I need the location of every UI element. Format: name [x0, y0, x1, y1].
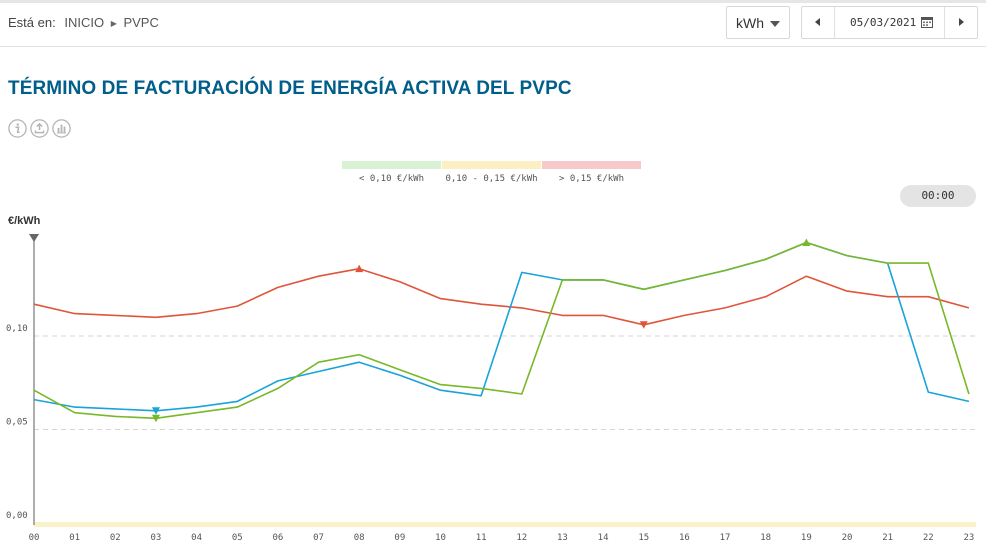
x-tick-label: 17	[720, 533, 731, 543]
breadcrumb: Está en: INICIO ▶ PVPC	[8, 15, 159, 30]
breadcrumb-prefix: Está en:	[8, 15, 56, 30]
date-input[interactable]: 05/03/2021	[850, 16, 917, 29]
y-tick-label: 0,05	[6, 418, 28, 428]
info-icon[interactable]	[8, 119, 27, 138]
y-axis-label: €/kWh	[8, 215, 41, 227]
x-tick-label: 14	[598, 533, 609, 543]
x-tick-label: 23	[964, 533, 975, 543]
max-marker-icon	[802, 238, 811, 246]
time-selector[interactable]: 00:00	[900, 185, 976, 207]
x-tick-label: 11	[476, 533, 487, 543]
min-marker-icon	[151, 407, 160, 415]
unit-select-value: kWh	[736, 15, 764, 31]
x-tick-label: 07	[313, 533, 324, 543]
chevron-right-icon	[959, 18, 964, 26]
x-tick-label: 13	[557, 533, 568, 543]
x-tick-label: 10	[435, 533, 446, 543]
series-line-2	[33, 241, 970, 412]
date-navigator: 05/03/2021	[801, 6, 978, 39]
x-tick-label: 21	[882, 533, 893, 543]
x-axis-band	[34, 522, 976, 527]
min-marker-icon	[639, 321, 648, 329]
breadcrumb-separator-icon: ▶	[110, 19, 117, 28]
x-tick-label: 16	[679, 533, 690, 543]
legend-swatch-mid	[442, 161, 541, 169]
x-tick-label: 09	[394, 533, 405, 543]
chevron-left-icon	[815, 18, 820, 26]
x-tick-label: 15	[638, 533, 649, 543]
series-line-3	[33, 241, 970, 420]
x-tick-label: 12	[516, 533, 527, 543]
x-tick-label: 18	[760, 533, 771, 543]
top-border	[0, 0, 986, 3]
y-tick-label: 0,10	[6, 324, 28, 334]
max-marker-icon	[355, 264, 364, 273]
legend-label-low: < 0,10 €/kWh	[358, 174, 425, 184]
legend-label-mid: 0,10 - 0,15 €/kWh	[445, 174, 538, 184]
x-tick-label: 03	[151, 533, 162, 543]
breadcrumb-item-pvpc[interactable]: PVPC	[123, 15, 159, 30]
unit-select[interactable]: kWh	[726, 6, 790, 39]
next-day-button[interactable]	[944, 7, 977, 38]
header-divider	[0, 46, 986, 47]
x-tick-label: 02	[110, 533, 121, 543]
x-tick-label: 20	[842, 533, 853, 543]
previous-day-button[interactable]	[802, 7, 835, 38]
x-tick-label: 05	[232, 533, 243, 543]
legend-swatch-low	[342, 161, 441, 169]
chevron-down-icon	[770, 21, 780, 27]
series-line-1	[33, 267, 970, 326]
bar-chart-icon[interactable]	[52, 119, 71, 138]
legend-swatch-high	[542, 161, 641, 169]
page-title: TÉRMINO DE FACTURACIÓN DE ENERGÍA ACTIVA…	[8, 78, 572, 99]
min-marker-icon	[151, 414, 160, 423]
x-tick-label: 06	[272, 533, 283, 543]
x-tick-label: 08	[354, 533, 365, 543]
x-tick-label: 22	[923, 533, 934, 543]
breadcrumb-item-inicio[interactable]: INICIO	[64, 15, 105, 30]
legend-label-high: > 0,15 €/kWh	[558, 174, 625, 184]
x-tick-label: 01	[69, 533, 80, 543]
y-axis-marker-icon	[29, 234, 39, 242]
calendar-icon[interactable]	[921, 16, 933, 28]
x-tick-label: 04	[191, 533, 202, 543]
x-tick-label: 19	[801, 533, 812, 543]
y-tick-label: 0,00	[6, 511, 28, 521]
x-tick-label: 00	[29, 533, 40, 543]
upload-icon[interactable]	[30, 119, 49, 138]
